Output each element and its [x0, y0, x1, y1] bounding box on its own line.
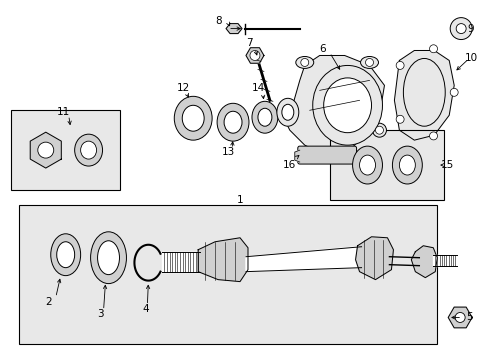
Polygon shape	[285, 55, 384, 155]
Polygon shape	[245, 48, 264, 63]
Circle shape	[428, 45, 437, 53]
Ellipse shape	[276, 98, 298, 126]
Text: 2: 2	[45, 297, 52, 306]
Polygon shape	[225, 24, 242, 33]
Polygon shape	[294, 150, 299, 162]
Circle shape	[249, 50, 260, 60]
Polygon shape	[245, 247, 361, 272]
Text: 9: 9	[467, 24, 473, 33]
Ellipse shape	[174, 96, 212, 140]
Ellipse shape	[81, 141, 96, 159]
FancyBboxPatch shape	[297, 146, 356, 164]
Circle shape	[449, 88, 457, 96]
Text: 6: 6	[319, 44, 325, 54]
Circle shape	[300, 58, 308, 67]
Ellipse shape	[251, 101, 277, 133]
Ellipse shape	[360, 57, 378, 68]
Text: 7: 7	[245, 37, 252, 48]
Bar	[11, 110, 120, 190]
Text: 14: 14	[251, 84, 264, 93]
Circle shape	[449, 18, 471, 40]
Bar	[19, 205, 436, 345]
Circle shape	[454, 312, 464, 323]
Polygon shape	[162, 252, 200, 272]
Ellipse shape	[352, 146, 382, 184]
Ellipse shape	[182, 105, 203, 131]
Text: 11: 11	[57, 107, 70, 117]
Circle shape	[395, 115, 403, 123]
Polygon shape	[394, 50, 453, 140]
Ellipse shape	[281, 104, 293, 120]
Text: 15: 15	[440, 160, 453, 170]
Text: 5: 5	[465, 312, 471, 323]
Ellipse shape	[295, 57, 313, 68]
Bar	[329, 130, 443, 200]
Text: 12: 12	[176, 84, 189, 93]
Text: 13: 13	[221, 147, 234, 157]
Ellipse shape	[258, 108, 271, 126]
Circle shape	[395, 62, 403, 69]
Circle shape	[428, 132, 437, 140]
Polygon shape	[30, 132, 61, 168]
Circle shape	[375, 126, 383, 134]
Ellipse shape	[399, 155, 414, 175]
Text: 16: 16	[283, 160, 296, 170]
Circle shape	[365, 58, 373, 67]
Polygon shape	[447, 307, 471, 328]
Polygon shape	[432, 255, 456, 266]
Ellipse shape	[217, 103, 248, 141]
Polygon shape	[410, 246, 436, 278]
Ellipse shape	[372, 123, 386, 137]
Circle shape	[38, 142, 54, 158]
Ellipse shape	[90, 232, 126, 284]
Ellipse shape	[98, 241, 119, 275]
Ellipse shape	[323, 78, 371, 133]
Polygon shape	[198, 238, 247, 282]
Ellipse shape	[392, 146, 422, 184]
Text: 10: 10	[464, 54, 477, 63]
Circle shape	[455, 24, 465, 33]
Text: 3: 3	[97, 310, 103, 319]
Ellipse shape	[312, 66, 382, 145]
Text: 1: 1	[236, 195, 243, 205]
Ellipse shape	[359, 155, 375, 175]
Text: 4: 4	[142, 305, 148, 315]
Ellipse shape	[75, 134, 102, 166]
Ellipse shape	[224, 111, 242, 133]
Text: 8: 8	[214, 15, 221, 26]
Ellipse shape	[57, 242, 75, 268]
Ellipse shape	[51, 234, 81, 276]
Polygon shape	[355, 237, 393, 280]
